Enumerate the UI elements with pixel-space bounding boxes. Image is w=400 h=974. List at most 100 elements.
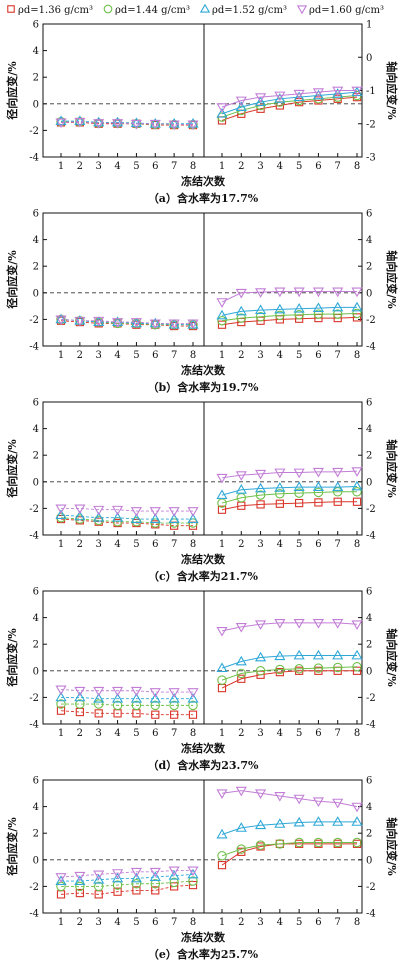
x-tick-label: 1: [219, 539, 225, 550]
right-y-tick-label: -2: [366, 315, 376, 326]
x-tick-label: 8: [354, 161, 360, 172]
axial-data-point: [216, 473, 228, 484]
axial-data-point: [255, 490, 266, 500]
axial-data-point: [255, 840, 266, 850]
axial-data-point: [332, 467, 344, 478]
x-tick-label: 8: [354, 539, 360, 550]
axial-data-point: [352, 662, 362, 672]
radial-data-point: [56, 706, 66, 715]
axial-data-point: [352, 497, 362, 506]
left-y-tick-label: 2: [33, 262, 39, 273]
left-y-axis-label: 径向应变/%: [5, 628, 19, 687]
axial-data-point: [217, 860, 227, 870]
x-tick-label: 7: [171, 161, 177, 172]
radial-data-point: [187, 118, 199, 128]
x-tick-label: 3: [96, 728, 102, 739]
radial-data-point: [111, 505, 124, 516]
radial-data-point: [111, 116, 124, 127]
radial-data-point: [111, 693, 124, 703]
axial-data-point: [293, 794, 305, 805]
radial-data-point: [93, 505, 105, 516]
left-y-tick-label: -2: [29, 126, 39, 137]
right-y-tick-label: -4: [366, 342, 376, 353]
left-y-tick-label: 4: [33, 613, 39, 624]
x-tick-label: 2: [77, 350, 83, 361]
x-tick-label: 1: [58, 728, 64, 739]
radial-data-point: [187, 688, 199, 698]
axial-data-point: [293, 619, 305, 629]
left-y-tick-label: 2: [33, 451, 39, 462]
chart-panel: -4 -2 0 2 4 6 -4 -2 0 2 4 6 1 1 2 2 3 3 4 4 5 5 6 6 7 7 8 8 冻结次数 径向应变…: [5, 587, 399, 773]
axial-series-line: [221, 821, 357, 836]
chart-panel: -4 -2 0 2 4 6 -4 -2 0 2 4 6 1 1 2 2 3 3 4 4 5 5 6 6 7 7 8 8 冻结次数 径向应变…: [5, 398, 399, 584]
radial-data-point: [149, 688, 161, 698]
axial-data-point: [274, 287, 286, 298]
axial-data-point: [312, 287, 325, 298]
panel-caption: （b）含水率为19.7%: [148, 380, 259, 394]
radial-data-point: [187, 319, 199, 330]
axial-data-point: [294, 837, 304, 848]
axial-data-point: [235, 655, 247, 666]
axial-series-line: [221, 842, 357, 857]
left-y-axis-label: 径向应变/%: [5, 439, 19, 498]
x-tick-label: 5: [133, 728, 139, 739]
radial-data-point: [112, 880, 123, 890]
radial-data-point: [93, 699, 104, 709]
axial-data-point: [312, 89, 325, 100]
radial-series-line: [61, 696, 193, 700]
x-tick-label: 6: [152, 161, 158, 172]
radial-data-point: [55, 685, 67, 696]
axial-data-point: [274, 93, 286, 103]
axial-data-point: [313, 837, 324, 848]
x-tick-label: 8: [354, 350, 360, 361]
axial-data-point: [352, 837, 362, 848]
right-y-axis-label: 轴向应变/%: [385, 439, 399, 498]
axial-data-point: [312, 88, 325, 98]
axial-data-point: [235, 622, 247, 633]
axial-data-point: [332, 88, 344, 98]
radial-data-point: [188, 876, 198, 886]
plot-frame: [42, 401, 363, 536]
radial-data-point: [74, 117, 86, 128]
x-tick-label: 7: [335, 917, 341, 928]
axial-data-point: [217, 675, 227, 685]
radial-data-point: [187, 693, 199, 703]
radial-data-point: [74, 504, 86, 515]
x-tick-label: 3: [96, 539, 102, 550]
x-tick-label: 8: [190, 350, 196, 361]
axial-data-point: [217, 320, 227, 329]
axial-data-point: [216, 626, 228, 637]
axial-data-point: [216, 309, 228, 320]
left-y-tick-label: 4: [33, 46, 39, 57]
axial-data-point: [254, 789, 267, 800]
radial-data-point: [93, 511, 105, 522]
right-y-tick-label: 2: [366, 451, 372, 462]
x-tick-label: 3: [96, 350, 102, 361]
axial-data-point: [293, 816, 305, 827]
axial-data-point: [216, 298, 228, 308]
axial-data-point: [236, 313, 247, 323]
radial-data-point: [169, 700, 179, 711]
radial-data-point: [74, 510, 86, 521]
radial-data-point: [149, 319, 161, 330]
radial-data-point: [150, 700, 161, 711]
axial-data-point: [313, 309, 324, 319]
axial-data-point: [351, 301, 363, 312]
radial-data-point: [187, 868, 199, 879]
left-y-tick-label: 6: [33, 776, 39, 787]
radial-data-point: [188, 710, 198, 719]
x-tick-label: 3: [257, 161, 263, 172]
radial-data-point: [112, 700, 123, 711]
radial-data-point: [130, 507, 143, 517]
radial-data-point: [111, 316, 124, 326]
axial-data-point: [293, 468, 305, 479]
right-y-tick-label: 0: [366, 855, 372, 866]
right-y-tick-label: 0: [366, 53, 372, 64]
radial-data-point: [150, 518, 161, 528]
right-y-tick-label: 0: [366, 288, 372, 299]
right-y-tick-label: 6: [366, 587, 372, 598]
axial-data-point: [352, 487, 362, 497]
axial-data-point: [313, 487, 324, 498]
right-y-tick-label: 2: [366, 262, 372, 273]
right-y-tick-label: 4: [366, 802, 372, 813]
